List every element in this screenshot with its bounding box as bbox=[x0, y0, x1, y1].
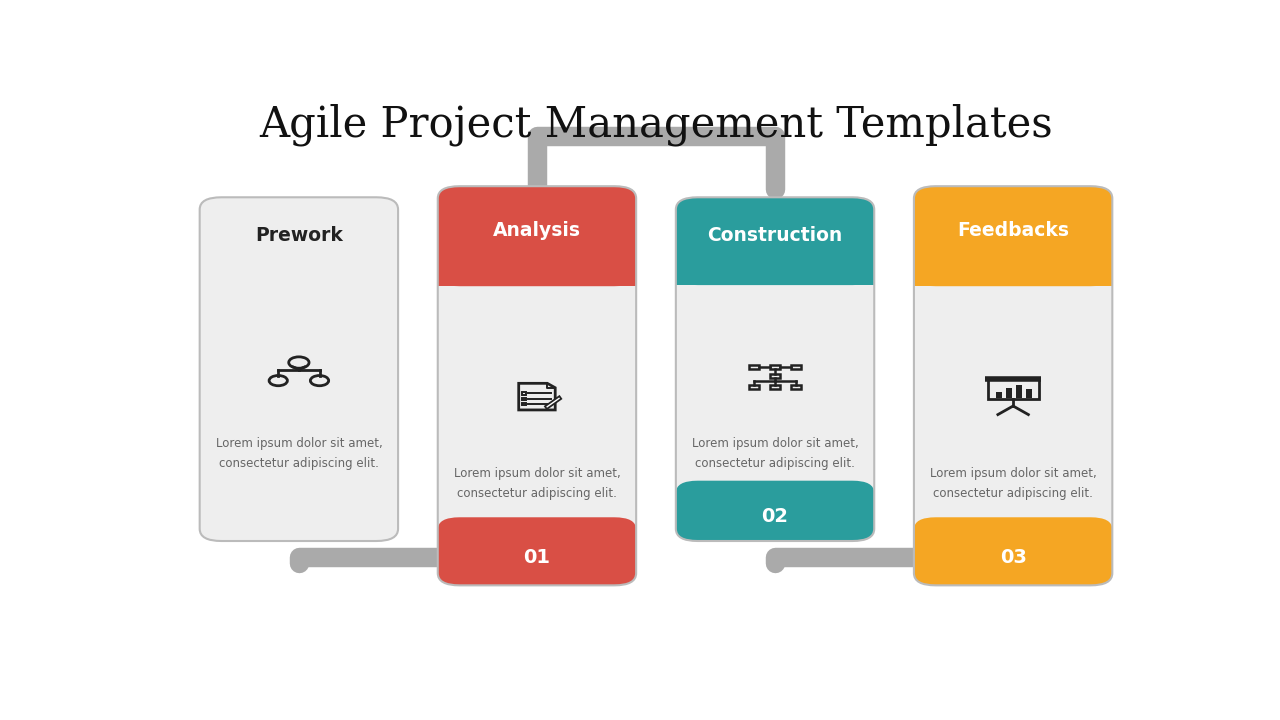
FancyBboxPatch shape bbox=[676, 197, 874, 541]
Bar bbox=[1016, 385, 1023, 398]
FancyBboxPatch shape bbox=[438, 186, 636, 585]
Bar bbox=[771, 374, 780, 377]
Text: Lorem ipsum dolor sit amet,
consectetur adipiscing elit.: Lorem ipsum dolor sit amet, consectetur … bbox=[691, 437, 859, 469]
Bar bbox=[676, 493, 874, 505]
Text: Construction: Construction bbox=[708, 225, 842, 245]
FancyBboxPatch shape bbox=[914, 186, 1112, 585]
Text: 01: 01 bbox=[524, 548, 550, 567]
Text: 03: 03 bbox=[1000, 548, 1027, 567]
Bar bbox=[1027, 390, 1033, 398]
Text: Lorem ipsum dolor sit amet,
consectetur adipiscing elit.: Lorem ipsum dolor sit amet, consectetur … bbox=[929, 467, 1097, 500]
Bar bbox=[914, 274, 1112, 287]
FancyBboxPatch shape bbox=[914, 517, 1112, 585]
Text: Prework: Prework bbox=[255, 225, 343, 245]
Text: Agile Project Management Templates: Agile Project Management Templates bbox=[259, 104, 1053, 146]
Bar bbox=[996, 392, 1002, 398]
Text: Analysis: Analysis bbox=[493, 220, 581, 240]
Bar bbox=[791, 365, 801, 369]
FancyBboxPatch shape bbox=[914, 186, 1112, 287]
Text: Lorem ipsum dolor sit amet,
consectetur adipiscing elit.: Lorem ipsum dolor sit amet, consectetur … bbox=[215, 437, 383, 469]
Bar bbox=[771, 365, 780, 369]
Text: Lorem ipsum dolor sit amet,
consectetur adipiscing elit.: Lorem ipsum dolor sit amet, consectetur … bbox=[453, 467, 621, 500]
Text: Feedbacks: Feedbacks bbox=[957, 220, 1069, 240]
Bar bbox=[791, 385, 801, 389]
Bar bbox=[522, 403, 526, 405]
Bar bbox=[749, 365, 759, 369]
Bar bbox=[200, 273, 398, 285]
Bar bbox=[676, 273, 874, 285]
FancyBboxPatch shape bbox=[200, 197, 398, 541]
FancyBboxPatch shape bbox=[438, 517, 636, 585]
FancyBboxPatch shape bbox=[676, 481, 874, 541]
Bar bbox=[1006, 387, 1012, 398]
Bar bbox=[988, 379, 1038, 399]
FancyBboxPatch shape bbox=[676, 197, 874, 285]
FancyBboxPatch shape bbox=[200, 481, 398, 541]
Bar bbox=[522, 392, 526, 395]
Bar bbox=[200, 493, 398, 505]
Bar bbox=[438, 274, 636, 287]
Bar bbox=[914, 529, 1112, 541]
Bar bbox=[522, 397, 526, 400]
Bar bbox=[438, 529, 636, 541]
FancyBboxPatch shape bbox=[438, 186, 636, 287]
FancyBboxPatch shape bbox=[200, 197, 398, 285]
Text: 02: 02 bbox=[762, 508, 788, 526]
Bar bbox=[749, 385, 759, 389]
Bar bbox=[771, 385, 780, 389]
